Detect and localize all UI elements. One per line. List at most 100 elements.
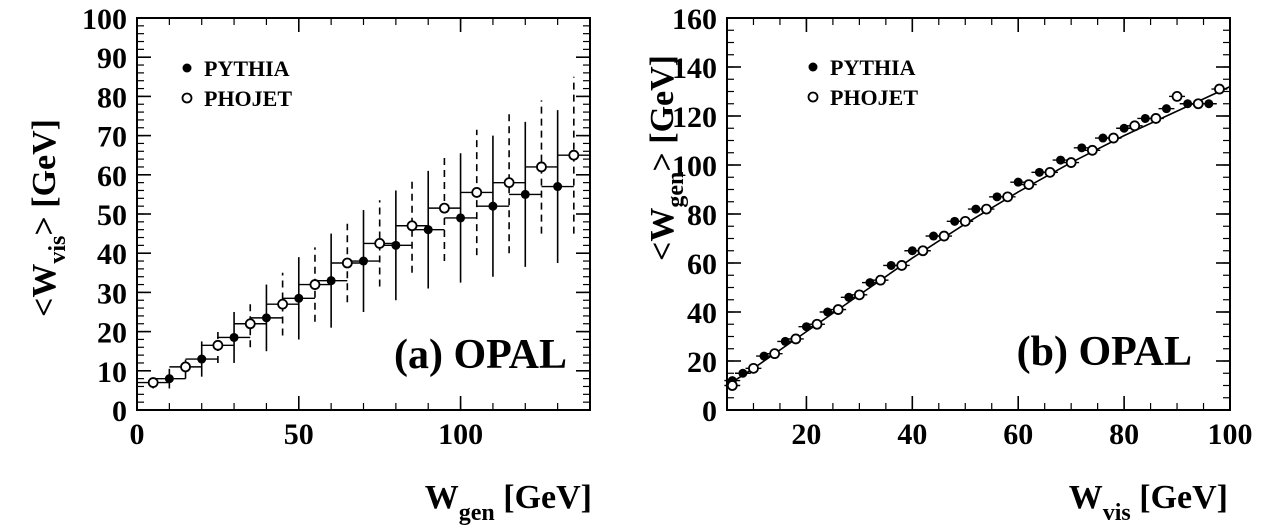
panel-b-phojet-point — [1086, 144, 1098, 156]
panel-a-phojet-point — [568, 149, 580, 161]
panel-a-phojet-point — [406, 220, 418, 232]
panel-a-x-title-main: W — [425, 479, 459, 516]
panel-b-y-title-open: <W — [644, 208, 681, 261]
panel-b-phojet-point — [938, 230, 950, 242]
panel-b-legend-marker-pythia — [808, 62, 818, 72]
panel-a-y-title-close: > [GeV] — [26, 119, 63, 236]
panel-b-phojet-point — [1171, 91, 1183, 102]
panel-b-pythia-point — [801, 322, 811, 332]
panel-b-pythia-point — [1161, 104, 1171, 114]
panel-b-phojet-point — [981, 203, 992, 215]
panel-a-pythia-point — [197, 354, 207, 364]
panel-b-pythia-point — [971, 204, 981, 214]
panel-b-y-title-sub: gen — [663, 172, 689, 208]
panel-a-legend-marker-phojet — [181, 92, 193, 104]
panel-a-phojet-point — [341, 257, 353, 269]
panel-a-x-tick-label: 100 — [438, 418, 483, 451]
panel-b-legend-marker-phojet — [807, 91, 819, 103]
panel-b-phojet-point — [896, 260, 908, 271]
panel-b-legend-pythia: PYTHIA — [830, 55, 916, 80]
panel-b-phojet-point — [1192, 98, 1204, 110]
panel-b-phojet-point — [875, 274, 886, 286]
panel-b-phojet-point — [769, 348, 781, 360]
panel-b-phojet-point — [917, 245, 929, 257]
svg-text:<Wgen> [GeV]: <Wgen> [GeV] — [644, 55, 689, 261]
panel-b-phojet-point — [832, 304, 844, 315]
panel-b-phojet-point — [811, 318, 823, 330]
panel-a-legend-marker-pythia — [182, 63, 192, 73]
panel-b-y-tick-label: 140 — [672, 52, 717, 85]
panel-b-x-tick-label: 20 — [791, 418, 821, 451]
panel-a-pythia-point — [553, 182, 563, 192]
panel-a-x-title-unit: [GeV] — [495, 479, 592, 516]
panel-a-pythia-point — [488, 201, 498, 211]
panel-b-pythia-point — [1183, 99, 1193, 109]
panel-a-label: (a) OPAL — [394, 332, 567, 378]
panel-a-x-tick-label: 0 — [130, 418, 145, 451]
panel-b-y-tick-label: 0 — [702, 395, 717, 428]
panel-a-legend-phojet: PHOJET — [204, 86, 292, 111]
panel-b-pythia-point — [738, 368, 748, 378]
panel-b-x-axis-title: Wvis [GeV] — [1069, 479, 1228, 525]
panel-b-pythia-point — [1077, 143, 1087, 153]
panel-a-y-tick-label: 0 — [112, 395, 127, 428]
panel-b-pythia-point — [928, 231, 938, 241]
panel-a-pythia-point — [391, 240, 401, 250]
panel-a-pythia-point — [423, 225, 433, 235]
panel-b-pythia-point — [1204, 99, 1214, 109]
panel-a-y-tick-label: 60 — [97, 160, 127, 193]
panel-b-phojet-point — [1108, 132, 1119, 144]
panel-a-y-tick-label: 40 — [97, 238, 127, 271]
panel-b-x-tick-label: 40 — [897, 418, 927, 451]
panel-a-y-title-open: <W — [26, 264, 63, 317]
panel-a-y-title-sub: vis — [45, 236, 71, 264]
panel-a-pythia-point — [520, 189, 530, 199]
panel-b-pythia-point — [1119, 123, 1129, 133]
panel-a-phojet-point — [536, 161, 547, 173]
panel-b-x-title-main: W — [1069, 479, 1103, 516]
panel-a-y-tick-label: 20 — [97, 317, 127, 350]
panel-b-x-tick-label: 60 — [1003, 418, 1033, 451]
panel-a-phojet-point — [277, 298, 289, 310]
panel-a-phojet-point — [503, 177, 515, 189]
panel-b-phojet-point — [790, 333, 802, 345]
panel-a-y-tick-label: 80 — [97, 81, 127, 114]
panel-b-pythia-point — [865, 278, 875, 288]
panel-a-pythia-point — [229, 332, 239, 342]
panel-b-y-tick-label: 80 — [687, 199, 717, 232]
panel-b-legend: PYTHIA PHOJET — [807, 55, 918, 110]
panel-b-y-tick-label: 100 — [672, 150, 717, 183]
panel-b: <Wgen> [GeV] 20 40 60 80 100 0 20 40 60 80 100 120 1… — [644, 3, 1253, 525]
panel-a-pythia-point — [164, 374, 174, 384]
panel-a-y-tick-label: 10 — [97, 356, 127, 389]
panel-a-y-tick-label: 50 — [97, 199, 127, 232]
panel-b-legend-phojet: PHOJET — [830, 85, 918, 110]
panel-a-phojet-point — [438, 202, 450, 214]
panel-b-x-tick-label: 100 — [1208, 418, 1253, 451]
panel-b-pythia-point — [992, 192, 1002, 202]
panel-b-plot-area: 20 40 60 80 100 0 20 40 60 80 100 120 140 160 — [672, 3, 1253, 451]
panel-a-pythia-point — [359, 256, 368, 266]
panel-a-legend-pythia: PYTHIA — [204, 56, 290, 81]
panel-b-pythia-point — [950, 216, 960, 226]
panel-b-y-title-close: > [GeV] — [644, 55, 681, 172]
panel-b-pythia-point — [823, 307, 833, 317]
panel-a-x-axis-title: Wgen [GeV] — [425, 479, 592, 525]
panel-a-phojet-point — [244, 318, 256, 330]
panel-a-phojet-point — [147, 377, 159, 388]
panel-b-x-tick-label: 80 — [1109, 418, 1139, 451]
panel-b-y-axis-title: <Wgen> [GeV] — [644, 55, 689, 261]
panel-b-y-tick-label: 20 — [687, 346, 717, 379]
panel-a-phojet-point — [309, 279, 321, 290]
panel-b-phojet-point — [726, 380, 738, 391]
panel-b-pythia-point — [1056, 155, 1066, 165]
panel-b-pythia-point — [780, 336, 790, 346]
panel-a-x-title-sub: gen — [459, 500, 495, 525]
panel-a-phojet-point — [212, 339, 224, 351]
panel-b-phojet-point — [853, 289, 865, 301]
panel-b-phojet-point — [959, 215, 971, 227]
svg-text:<Wvis> [GeV]: <Wvis> [GeV] — [26, 119, 71, 317]
panel-a-pythia-point — [294, 293, 304, 303]
panel-a-legend: PYTHIA PHOJET — [181, 56, 292, 111]
